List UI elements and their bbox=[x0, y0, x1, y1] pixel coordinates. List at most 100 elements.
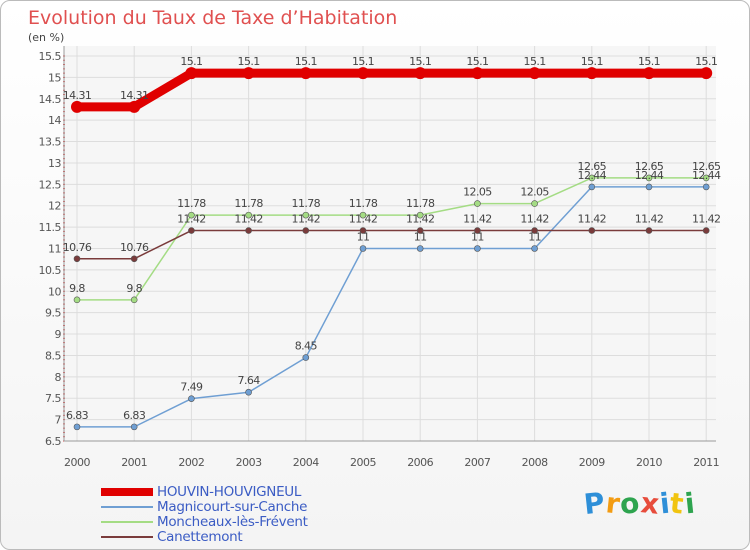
data-point bbox=[302, 227, 310, 234]
series-line-HOUVIN-HOUVIGNEUL bbox=[72, 68, 711, 112]
data-label: 11.42 bbox=[463, 213, 492, 226]
data-point bbox=[416, 211, 424, 219]
legend-swatch bbox=[101, 521, 153, 523]
data-label: 15.1 bbox=[466, 55, 488, 68]
data-point bbox=[414, 67, 427, 80]
data-label: 11.78 bbox=[349, 197, 378, 210]
x-tick-label: 2003 bbox=[236, 456, 262, 469]
data-point bbox=[588, 227, 596, 234]
data-point bbox=[645, 174, 653, 182]
data-point bbox=[588, 183, 596, 191]
data-point bbox=[302, 211, 310, 219]
y-tick-label: 9 bbox=[55, 328, 62, 341]
data-label: 11.42 bbox=[406, 213, 435, 226]
data-label: 9.8 bbox=[69, 282, 85, 295]
data-label: 8.45 bbox=[295, 340, 318, 353]
data-label: 11.42 bbox=[292, 213, 321, 226]
data-label: 14.31 bbox=[120, 89, 149, 102]
data-point bbox=[702, 183, 710, 191]
data-point bbox=[71, 100, 83, 113]
data-label: 11 bbox=[471, 231, 484, 244]
series-line-Magnicourt-sur-Canche bbox=[76, 186, 707, 428]
data-point bbox=[245, 211, 252, 219]
legend-item: Canettemont bbox=[101, 530, 401, 545]
data-label: 15.1 bbox=[295, 55, 317, 68]
x-tick-label: 2001 bbox=[121, 456, 147, 469]
data-point bbox=[130, 423, 138, 431]
data-point bbox=[185, 67, 198, 80]
data-point bbox=[474, 245, 481, 252]
data-label: 6.83 bbox=[123, 409, 146, 422]
series-line-Moncheaux-lès-Frévent bbox=[76, 177, 707, 301]
plot-area bbox=[64, 46, 716, 441]
data-point bbox=[643, 67, 655, 80]
y-tick-label: 10 bbox=[48, 285, 61, 298]
legend-item: Moncheaux-lès-Frévent bbox=[101, 515, 401, 530]
y-tick-label: 6.5 bbox=[45, 435, 61, 448]
data-label: 9.8 bbox=[126, 282, 142, 295]
data-label: 15.1 bbox=[581, 55, 603, 68]
data-label: 12.44 bbox=[578, 169, 607, 182]
data-point bbox=[702, 174, 710, 182]
data-label: 11.78 bbox=[234, 197, 263, 210]
y-tick-label: 10.5 bbox=[39, 264, 62, 277]
data-point bbox=[645, 227, 653, 234]
unit-label: (en %) bbox=[28, 31, 65, 44]
x-tick-label: 2006 bbox=[407, 456, 433, 469]
data-point bbox=[299, 67, 312, 80]
data-label: 15.1 bbox=[695, 55, 717, 68]
proxiti-logo: Proxiti bbox=[582, 485, 697, 522]
data-label: 11.78 bbox=[406, 197, 435, 210]
data-label: 12.65 bbox=[578, 160, 607, 173]
y-tick-label: 7.5 bbox=[45, 392, 61, 405]
data-point bbox=[416, 245, 424, 252]
data-label: 11.42 bbox=[578, 213, 607, 226]
data-label: 12.05 bbox=[520, 186, 549, 199]
y-tick-label: 8 bbox=[55, 371, 62, 384]
data-label: 10.76 bbox=[63, 241, 92, 254]
chart-title: Evolution du Taux de Taxe d’Habitation bbox=[28, 7, 398, 29]
data-label: 15.1 bbox=[352, 55, 374, 68]
data-point bbox=[531, 245, 538, 252]
y-tick-label: 13.5 bbox=[39, 136, 62, 149]
data-label: 12.44 bbox=[692, 169, 721, 182]
data-label: 11 bbox=[528, 231, 541, 244]
data-label: 15.1 bbox=[238, 55, 260, 68]
x-tick-label: 2011 bbox=[693, 456, 719, 469]
data-label: 12.05 bbox=[463, 186, 492, 199]
x-tick-label: 2010 bbox=[636, 456, 662, 469]
y-tick-label: 12.5 bbox=[39, 178, 62, 191]
x-tick-label: 2005 bbox=[350, 456, 376, 469]
x-tick-label: 2000 bbox=[64, 456, 90, 469]
data-point bbox=[188, 211, 195, 219]
data-point bbox=[416, 227, 424, 234]
legend-label: Canettemont bbox=[157, 529, 243, 545]
logo-letter: P bbox=[582, 485, 608, 522]
y-tick-label: 14 bbox=[48, 114, 61, 127]
data-point bbox=[531, 227, 538, 234]
data-point bbox=[359, 211, 367, 219]
data-label: 15.1 bbox=[524, 55, 546, 68]
data-point bbox=[302, 354, 310, 361]
data-point bbox=[700, 67, 713, 80]
x-tick-label: 2004 bbox=[293, 456, 319, 469]
legend-label: Magnicourt-sur-Canche bbox=[157, 499, 308, 515]
logo-letter: i bbox=[682, 486, 697, 521]
data-point bbox=[531, 200, 538, 207]
data-point bbox=[73, 423, 81, 431]
data-point bbox=[474, 227, 481, 234]
data-point bbox=[471, 67, 484, 80]
y-tick-label: 7 bbox=[55, 414, 62, 427]
data-label: 15.1 bbox=[409, 55, 431, 68]
data-point bbox=[242, 67, 255, 80]
y-tick-label: 12 bbox=[48, 200, 61, 213]
y-tick-label: 14.5 bbox=[39, 93, 62, 106]
data-label: 11 bbox=[414, 231, 427, 244]
legend-swatch bbox=[101, 506, 153, 508]
x-tick-label: 2007 bbox=[464, 456, 490, 469]
data-point bbox=[130, 255, 138, 263]
data-label: 11.42 bbox=[520, 213, 549, 226]
data-point bbox=[585, 67, 598, 80]
